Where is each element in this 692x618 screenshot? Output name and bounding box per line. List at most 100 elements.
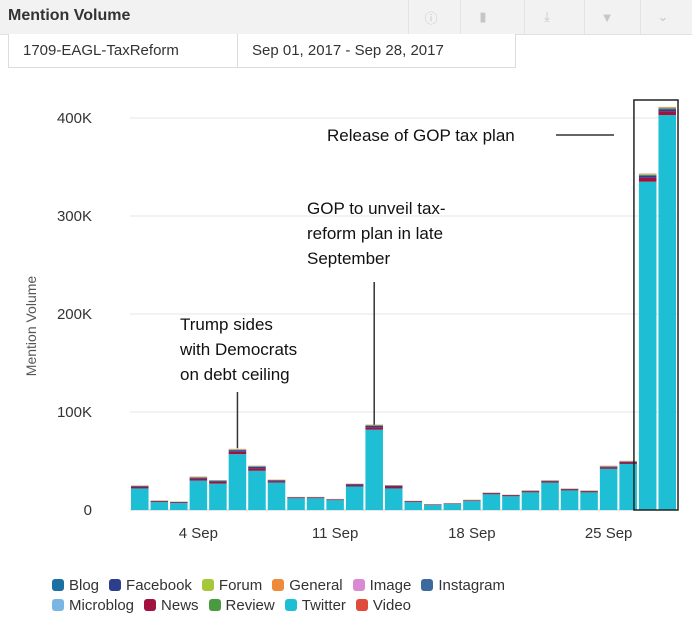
legend-item-microblog[interactable]: Microblog	[52, 597, 134, 614]
bar-news-sep-02	[150, 501, 169, 503]
bar-twitter-sep-09	[287, 498, 305, 510]
bar-twitter-sep-04	[189, 480, 208, 510]
widget-header: Mention Volume ⓘ ▮ ⤓ ▼ ⌄	[0, 0, 692, 35]
bar-twitter-sep-14	[384, 488, 403, 510]
y-axis-label: Mention Volume	[23, 276, 39, 377]
y-tick-label: 0	[84, 502, 92, 519]
legend-label: Instagram	[438, 576, 506, 594]
legend-item-forum[interactable]: Forum	[201, 576, 263, 594]
bar-news-sep-07	[248, 468, 266, 471]
legend-item-twitter[interactable]: Twitter	[284, 597, 346, 614]
legend-item-image[interactable]: Image	[352, 576, 412, 594]
chevron-down-icon[interactable]: ⌄	[640, 0, 685, 34]
bar-facebook-sep-28	[658, 109, 676, 112]
bar-facebook-sep-14	[384, 485, 403, 487]
bar-twitter-sep-15	[404, 502, 423, 510]
bar-twitter-sep-11	[326, 500, 344, 510]
bar-facebook-sep-06	[228, 450, 247, 452]
annotation-text: with Democrats	[179, 340, 297, 359]
x-tick-label: 4 Sep	[179, 525, 218, 542]
legend-label: Video	[372, 596, 412, 614]
legend-item-general[interactable]: General	[272, 577, 343, 594]
bar-news-sep-15	[404, 501, 423, 503]
bar-twitter-sep-13	[365, 429, 383, 510]
legend-swatch	[52, 599, 64, 611]
y-tick-label: 100K	[57, 404, 92, 421]
legend-row: Blog Facebook Forum General Image Instagram	[52, 575, 682, 595]
annotation-text: GOP to unveil tax-	[307, 199, 446, 218]
legend-label: Forum	[218, 576, 263, 594]
legend-label: News	[161, 596, 199, 614]
bar-twitter-sep-25	[599, 468, 618, 510]
bar-news-sep-03	[170, 502, 188, 504]
bar-news-sep-13	[365, 427, 383, 430]
bar-news-sep-01	[131, 486, 149, 489]
highlight-box	[633, 99, 679, 511]
tab-project-label: 1709-EAGL-TaxReform	[23, 42, 179, 59]
legend-label: Blog	[69, 576, 100, 594]
x-tick-label: 25 Sep	[585, 525, 633, 542]
legend-swatch	[144, 599, 157, 611]
y-tick-label: 400K	[57, 110, 92, 127]
bar-news-sep-28	[658, 111, 676, 116]
legend-label: Microblog	[69, 596, 135, 614]
chart-legend: Blog Facebook Forum General Image Instagram Mi…	[52, 575, 682, 615]
bar-chart-icon[interactable]: ▮	[460, 0, 505, 34]
bar-facebook-sep-01	[131, 486, 149, 487]
bar-twitter-sep-18	[463, 501, 481, 510]
download-icon[interactable]: ⤓	[524, 0, 569, 34]
bar-forum-sep-27	[638, 174, 657, 176]
legend-label: Image	[369, 576, 412, 594]
legend-item-review[interactable]: Review	[208, 597, 275, 614]
bar-twitter-sep-26	[619, 463, 637, 510]
bar-twitter-sep-07	[248, 470, 266, 510]
bar-facebook-sep-25	[599, 466, 618, 468]
bar-blog-sep-28	[658, 108, 676, 110]
annotation-text: September	[307, 249, 390, 268]
bar-general-sep-28	[658, 106, 676, 108]
bar-blog-sep-27	[638, 175, 657, 176]
bar-facebook-sep-26	[619, 461, 637, 463]
legend-item-facebook[interactable]: Facebook	[109, 577, 192, 594]
bar-news-sep-09	[287, 497, 305, 499]
bar-twitter-sep-03	[170, 503, 188, 510]
legend-swatch	[201, 579, 214, 591]
bar-forum-sep-28	[658, 107, 676, 109]
bar-facebook-sep-12	[345, 484, 364, 486]
bar-twitter-sep-23	[560, 490, 579, 510]
info-icon[interactable]: ⓘ	[408, 0, 453, 34]
bar-news-sep-12	[345, 485, 364, 487]
tab-project[interactable]: 1709-EAGL-TaxReform	[8, 34, 238, 68]
bar-news-sep-25	[599, 467, 618, 469]
bar-general-sep-27	[638, 173, 657, 175]
legend-item-blog[interactable]: Blog	[52, 577, 99, 594]
x-tick-label: 18 Sep	[448, 525, 496, 542]
x-tick-label: 11 Sep	[312, 525, 358, 542]
legend-swatch	[352, 579, 365, 591]
bar-twitter-sep-12	[345, 486, 364, 510]
legend-swatch	[355, 599, 368, 611]
bar-twitter-sep-28	[658, 115, 676, 510]
legend-swatch	[52, 579, 64, 591]
bar-twitter-sep-05	[209, 483, 227, 510]
bar-news-sep-22	[541, 481, 559, 483]
annotation-text: reform plan in late	[307, 224, 443, 243]
legend-item-video[interactable]: Video	[355, 596, 412, 614]
y-tick-label: 300K	[57, 208, 92, 225]
bar-twitter-sep-21	[521, 492, 540, 510]
bar-facebook-sep-08	[267, 480, 286, 482]
legend-row: Microblog News Review Twitter Video	[52, 595, 682, 615]
bar-facebook-sep-13	[365, 426, 383, 428]
bar-facebook-sep-27	[638, 175, 657, 178]
bar-twitter-sep-19	[482, 494, 501, 510]
bar-news-sep-18	[463, 500, 481, 502]
legend-item-news[interactable]: News	[144, 597, 199, 614]
legend-swatch	[421, 579, 434, 591]
bar-news-sep-24	[580, 491, 598, 493]
legend-item-instagram[interactable]: Instagram	[421, 577, 505, 594]
tab-date-range[interactable]: Sep 01, 2017 - Sep 28, 2017	[238, 34, 516, 68]
filter-icon[interactable]: ▼	[584, 0, 629, 34]
legend-label: Facebook	[126, 576, 192, 594]
legend-swatch	[208, 599, 221, 611]
widget-title: Mention Volume	[8, 7, 131, 24]
